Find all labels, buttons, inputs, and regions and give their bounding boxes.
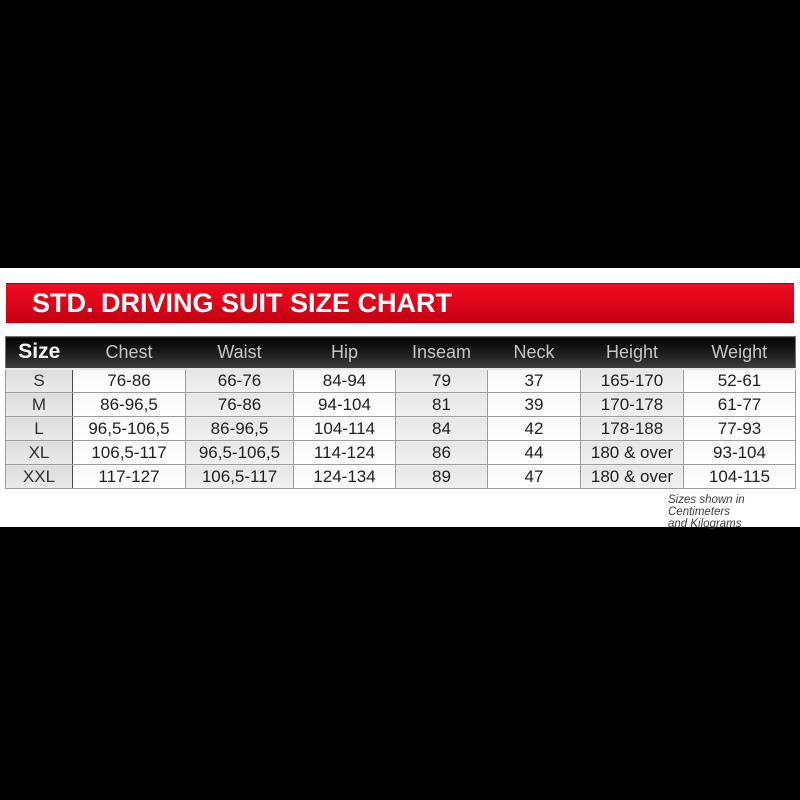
size-cell: S	[5, 368, 73, 393]
height-cell: 178-188	[580, 416, 684, 441]
inseam-cell: 89	[395, 464, 488, 489]
size-cell: M	[5, 392, 73, 417]
height-cell: 180 & over	[580, 464, 684, 489]
waist-cell: 106,5-117	[185, 464, 294, 489]
chest-cell: 106,5-117	[72, 440, 186, 465]
inseam-cell: 79	[395, 368, 488, 393]
weight-cell: 61-77	[683, 392, 796, 417]
column-header-height: Height	[580, 336, 684, 370]
inseam-cell: 86	[395, 440, 488, 465]
weight-cell: 93-104	[683, 440, 796, 465]
neck-cell: 39	[487, 392, 581, 417]
page-title: STD. DRIVING SUIT SIZE CHART	[32, 288, 453, 318]
size-cell: XL	[5, 440, 73, 465]
column-header-inseam: Inseam	[395, 336, 488, 370]
waist-cell: 86-96,5	[185, 416, 294, 441]
height-cell: 180 & over	[580, 440, 684, 465]
hip-cell: 84-94	[293, 368, 396, 393]
column-header-weight: Weight	[683, 336, 796, 370]
table-row: XXL 117-127 106,5-117 124-134 89 47 180 …	[5, 464, 796, 489]
size-cell: L	[5, 416, 73, 441]
table-row: M 86-96,5 76-86 94-104 81 39 170-178 61-…	[5, 392, 796, 417]
waist-cell: 66-76	[185, 368, 294, 393]
inseam-cell: 84	[395, 416, 488, 441]
column-header-neck: Neck	[487, 336, 581, 370]
neck-cell: 47	[487, 464, 581, 489]
footnote-line-2: and Kilograms	[668, 518, 742, 530]
content-panel: STD. DRIVING SUIT SIZE CHART Size Chest …	[0, 268, 800, 530]
units-footnote: Sizes shown in Centimeters and Kilograms	[668, 494, 800, 530]
footnote-line-1: Sizes shown in Centimeters	[668, 494, 745, 518]
neck-cell: 44	[487, 440, 581, 465]
table-row: XL 106,5-117 96,5-106,5 114-124 86 44 18…	[5, 440, 796, 465]
inseam-cell: 81	[395, 392, 488, 417]
chest-cell: 117-127	[72, 464, 186, 489]
column-header-size: Size	[5, 336, 73, 370]
weight-cell: 52-61	[683, 368, 796, 393]
column-header-hip: Hip	[293, 336, 396, 370]
header-row: Size Chest Waist Hip Inseam Neck Height …	[5, 336, 796, 370]
hip-cell: 114-124	[293, 440, 396, 465]
column-header-chest: Chest	[72, 336, 186, 370]
height-cell: 170-178	[580, 392, 684, 417]
height-cell: 165-170	[580, 368, 684, 393]
size-chart-table: Size Chest Waist Hip Inseam Neck Height …	[5, 336, 796, 489]
hip-cell: 124-134	[293, 464, 396, 489]
hip-cell: 104-114	[293, 416, 396, 441]
table-row: S 76-86 66-76 84-94 79 37 165-170 52-61	[5, 368, 796, 393]
weight-cell: 77-93	[683, 416, 796, 441]
hip-cell: 94-104	[293, 392, 396, 417]
chest-cell: 96,5-106,5	[72, 416, 186, 441]
size-cell: XXL	[5, 464, 73, 489]
chest-cell: 86-96,5	[72, 392, 186, 417]
title-banner: STD. DRIVING SUIT SIZE CHART	[6, 283, 794, 323]
chest-cell: 76-86	[72, 368, 186, 393]
waist-cell: 76-86	[185, 392, 294, 417]
neck-cell: 42	[487, 416, 581, 441]
waist-cell: 96,5-106,5	[185, 440, 294, 465]
column-header-waist: Waist	[185, 336, 294, 370]
table-row: L 96,5-106,5 86-96,5 104-114 84 42 178-1…	[5, 416, 796, 441]
weight-cell: 104-115	[683, 464, 796, 489]
neck-cell: 37	[487, 368, 581, 393]
